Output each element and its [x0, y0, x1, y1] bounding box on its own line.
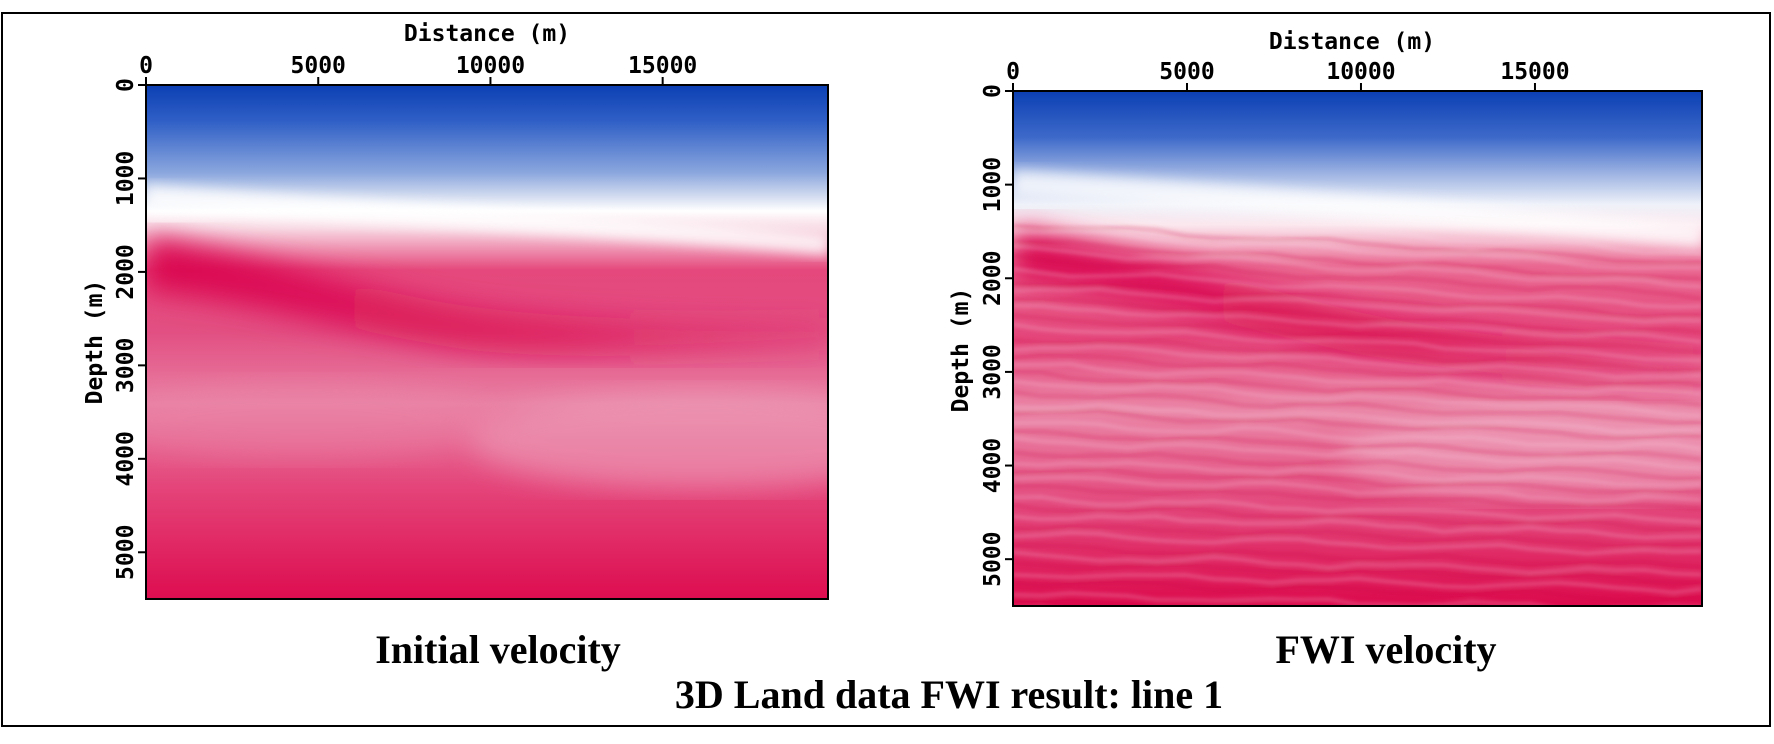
reflection-layer [1013, 229, 1702, 270]
initial-velocity-panel: Distance (m) Depth (m) 0 5000 10000 15000 0… [82, 21, 829, 672]
reflection-layer [1013, 551, 1702, 576]
figure-frame [1, 12, 1771, 727]
y-tick-label: 2000 [113, 244, 139, 299]
y-tick-label: 4000 [113, 431, 139, 486]
reflection-layer [1013, 436, 1702, 470]
y-axis-title: Depth (m) [82, 280, 108, 405]
reflection-layer [1013, 421, 1702, 451]
reflection-layer [1013, 543, 1702, 569]
x-tick-label: 15000 [628, 53, 697, 79]
fwi-velocity-heatmap [1013, 91, 1702, 627]
y-tick-label: 2000 [980, 251, 1006, 306]
reflection-layer [1013, 525, 1702, 548]
reflection-layer [1013, 345, 1702, 379]
reflection-layer [1013, 288, 1702, 323]
reflection-layer [1013, 339, 1702, 372]
layer-reflections [1013, 212, 1702, 627]
reflection-layer [1013, 240, 1702, 280]
x-tick-label: 5000 [1159, 59, 1214, 85]
reflection-layer [1013, 212, 1702, 255]
panel-caption: FWI velocity [1275, 627, 1496, 672]
x-axis-ticks: 0 5000 10000 15000 [1006, 59, 1570, 91]
reflection-layer [1013, 304, 1702, 343]
y-axis-title: Depth (m) [948, 288, 974, 413]
reflection-layer [1013, 495, 1702, 524]
reflection-layer [1013, 430, 1702, 461]
reflection-layer [1013, 461, 1702, 487]
plot-border [1012, 90, 1703, 607]
x-tick-label: 15000 [1500, 59, 1569, 85]
reflection-layer [1013, 580, 1702, 602]
x-axis-title: Distance (m) [1269, 29, 1435, 55]
reflection-layer [1013, 362, 1702, 395]
reflection-layer [1013, 245, 1702, 288]
y-tick-label: 1000 [980, 157, 1006, 212]
y-axis-ticks: 0 1000 2000 3000 4000 5000 [980, 84, 1013, 587]
reflection-layer [1013, 298, 1702, 334]
reflection-layer [1013, 313, 1702, 354]
y-tick-label: 1000 [113, 151, 139, 206]
reflection-layer [1013, 476, 1702, 503]
reflection-layer [1013, 267, 1702, 309]
reflection-layer [1013, 592, 1702, 606]
reflection-layer [1013, 370, 1702, 407]
reflection-layer [1013, 450, 1702, 480]
x-tick-label: 10000 [1326, 59, 1395, 85]
reflection-layer [1013, 281, 1702, 318]
reflection-layer [1013, 380, 1702, 417]
initial-velocity-heatmap [146, 85, 828, 599]
reflection-layer [1013, 515, 1702, 539]
panel-caption: Initial velocity [375, 627, 621, 672]
fwi-velocity-panel: Distance (m) Depth (m) 0 5000 10000 15000 0… [948, 29, 1703, 672]
reflection-layer [1013, 561, 1702, 585]
plot-border [145, 84, 829, 600]
reflection-layer [1013, 224, 1702, 265]
figure-title: 3D Land data FWI result: line 1 [675, 672, 1223, 717]
reflection-layer [1013, 254, 1702, 301]
reflection-layer [1013, 403, 1702, 433]
reflection-layer [1013, 484, 1702, 511]
reflection-layer [1013, 353, 1702, 387]
y-tick-label: 5000 [113, 525, 139, 580]
y-tick-label: 0 [113, 78, 139, 92]
y-tick-label: 3000 [980, 344, 1006, 399]
x-axis-ticks: 0 5000 10000 15000 [139, 53, 697, 85]
x-tick-label: 0 [139, 53, 153, 79]
y-axis-ticks: 0 1000 2000 3000 4000 5000 [113, 78, 146, 580]
x-tick-label: 5000 [291, 53, 346, 79]
reflection-layer [1013, 467, 1702, 494]
reflection-layer [1013, 323, 1702, 362]
y-tick-label: 4000 [980, 438, 1006, 493]
x-axis-title: Distance (m) [404, 21, 570, 47]
y-tick-label: 0 [980, 84, 1006, 98]
reflection-layer [1013, 608, 1702, 627]
reflection-layer [1013, 390, 1702, 425]
x-tick-label: 10000 [456, 53, 525, 79]
x-tick-label: 0 [1006, 59, 1020, 85]
reflection-layer [1013, 409, 1702, 439]
y-tick-label: 5000 [980, 531, 1006, 586]
reflection-layer [1013, 531, 1702, 555]
reflection-layer [1013, 573, 1702, 594]
y-tick-label: 3000 [113, 338, 139, 393]
reflection-layer [1013, 503, 1702, 532]
